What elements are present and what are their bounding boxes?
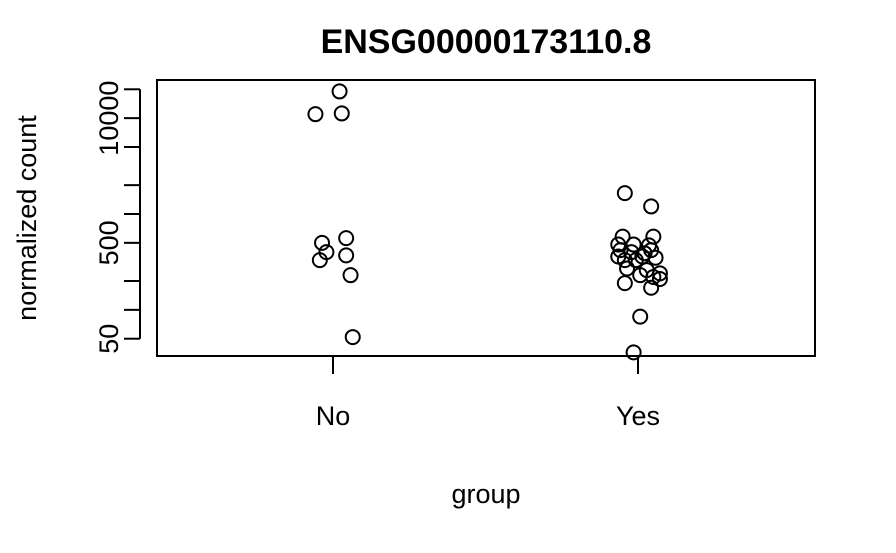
data-point [331,83,348,100]
x-tick-label: Yes [616,401,660,431]
data-point [311,252,328,269]
data-point [645,228,662,245]
data-point [643,198,660,215]
x-tick-label: No [316,401,351,431]
data-point [627,252,644,269]
chart-title: ENSG00000173110.8 [321,23,652,61]
data-point [619,260,636,277]
x-axis-label: group [451,479,520,509]
data-point [643,279,660,296]
y-tick-label: 500 [94,220,124,265]
data-point [314,234,331,251]
y-tick-label: 10000 [94,81,124,156]
data-point [616,275,633,292]
data-point [333,105,350,122]
data-point [616,252,633,269]
plot-area-frame [156,79,816,357]
y-axis: 50 500 10000 [94,81,141,354]
data-point [338,230,355,247]
data-point [342,267,359,284]
y-tick-label: 50 [94,324,124,354]
data-point [625,344,642,361]
data-point [645,269,662,286]
data-point [307,106,324,123]
data-point [651,270,668,287]
y-axis-label: normalized count [12,115,42,321]
data-point [632,308,649,325]
data-point [338,247,355,264]
data-point [616,185,633,202]
data-point [344,329,361,346]
data-point [612,242,629,259]
data-point [647,249,664,266]
data-point [625,236,642,253]
x-axis: No Yes [316,356,660,431]
data-points [307,83,668,361]
